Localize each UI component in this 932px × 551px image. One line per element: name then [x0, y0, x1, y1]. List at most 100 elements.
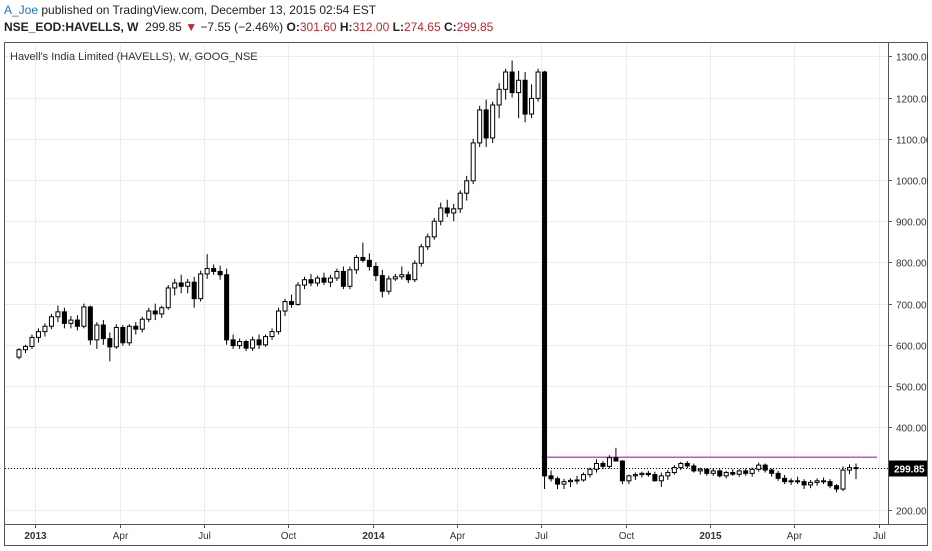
candle-down — [730, 472, 736, 475]
candle-up — [496, 88, 502, 106]
candle-up — [658, 475, 664, 482]
candle-down — [61, 311, 67, 324]
y-tick-label: 200.00 — [896, 507, 927, 518]
horizontal-line-layer — [5, 456, 888, 469]
candle-up — [477, 109, 483, 144]
candle-up — [295, 284, 301, 305]
axis-layer: 200.00300.00400.00500.00600.00700.00800.… — [24, 53, 932, 543]
candle-up — [165, 287, 171, 309]
candle-up — [237, 341, 243, 347]
candle-down — [321, 277, 327, 283]
candle-down — [555, 478, 561, 485]
y-tick-label: 1200.00 — [896, 95, 928, 106]
candle-down — [704, 468, 710, 474]
y-tick-label: 600.00 — [896, 342, 927, 353]
candle-up — [269, 331, 275, 338]
candle-down — [289, 301, 295, 305]
candle-down — [133, 325, 139, 330]
candle-up — [81, 306, 87, 327]
candle-down — [444, 207, 450, 214]
x-tick-label: Apr — [787, 531, 803, 542]
candle-up — [48, 316, 54, 327]
candle-up — [464, 180, 470, 194]
candle-down — [230, 339, 236, 347]
candle-down — [652, 474, 658, 482]
candle-up — [535, 71, 541, 99]
candle-down — [769, 469, 775, 474]
candle-down — [834, 485, 840, 490]
chart-frame[interactable]: 200.00300.00400.00500.00600.00700.00800.… — [4, 42, 932, 546]
candle-down — [827, 481, 833, 487]
candle-up — [412, 262, 418, 281]
candle-up — [392, 276, 398, 280]
candle-down — [684, 462, 690, 467]
price-change: −7.55 (−2.46%) — [200, 20, 284, 34]
candle-up — [593, 462, 599, 470]
candle-down — [217, 270, 223, 276]
low-label: L: — [392, 20, 404, 34]
candle-up — [606, 457, 612, 467]
author-link[interactable]: A_Joe — [4, 3, 39, 17]
candle-up — [35, 331, 41, 338]
candle-up — [639, 472, 645, 476]
candle-down — [522, 79, 528, 115]
candle-up — [580, 474, 586, 481]
candle-up — [788, 480, 794, 483]
last-price-tag — [889, 460, 927, 477]
candle-down — [340, 270, 346, 287]
candle-up — [146, 310, 152, 320]
publish-info: A_Joe published on TradingView.com, Dece… — [4, 2, 376, 18]
close-label: C: — [443, 20, 457, 34]
candle-down — [243, 341, 249, 349]
y-tick-label: 900.00 — [896, 218, 927, 229]
candle-up — [263, 336, 269, 346]
high-value: 312.00 — [352, 20, 390, 34]
symbol-label: NSE_EOD:HAVELLS, W — [4, 20, 139, 34]
candle-down — [107, 338, 113, 348]
y-tick-label: 700.00 — [896, 301, 927, 312]
grid-layer — [5, 43, 888, 524]
candle-up — [723, 472, 729, 477]
candle-up — [250, 339, 256, 349]
candle-down — [782, 477, 788, 483]
candle-up — [347, 269, 353, 287]
x-tick-label: Apr — [113, 531, 129, 542]
chart-title: Havell's India Limited (HAVELLS), W, GOO… — [10, 51, 258, 63]
candle-up — [198, 273, 204, 300]
candle-up — [808, 481, 814, 486]
open-value: 301.60 — [299, 20, 337, 34]
y-tick-label: 1000.00 — [896, 177, 928, 188]
candle-up — [113, 327, 119, 348]
x-tick-label: 2014 — [362, 531, 385, 542]
candle-up — [276, 310, 282, 333]
y-tick-label: 500.00 — [896, 383, 927, 394]
candle-up — [490, 104, 496, 139]
candle-down — [224, 274, 230, 341]
candle-up — [282, 301, 288, 312]
candle-up — [327, 277, 333, 283]
x-tick-label: 2013 — [24, 531, 47, 542]
candle-up — [749, 468, 755, 474]
candle-down — [256, 339, 262, 346]
candle-up — [847, 467, 853, 471]
candle-down — [821, 480, 827, 483]
y-tick-label: 800.00 — [896, 259, 927, 270]
candle-up — [22, 345, 28, 351]
candle-down — [548, 475, 554, 480]
candle-up — [94, 324, 100, 341]
candle-up — [736, 470, 742, 475]
candle-layer — [16, 60, 859, 493]
price-chart[interactable]: 200.00300.00400.00500.00600.00700.00800.… — [4, 42, 932, 546]
candle-up — [399, 274, 405, 278]
candle-down — [87, 306, 93, 341]
candle-up — [159, 307, 165, 315]
candle-up — [574, 479, 580, 482]
candle-up — [185, 281, 191, 287]
x-tick-label: 2015 — [699, 531, 722, 542]
candle-down — [405, 274, 411, 281]
candle-down — [152, 310, 158, 315]
candle-up — [451, 208, 457, 214]
x-tick-label: Apr — [450, 531, 466, 542]
candle-down — [600, 462, 606, 467]
open-label: O: — [286, 20, 300, 34]
